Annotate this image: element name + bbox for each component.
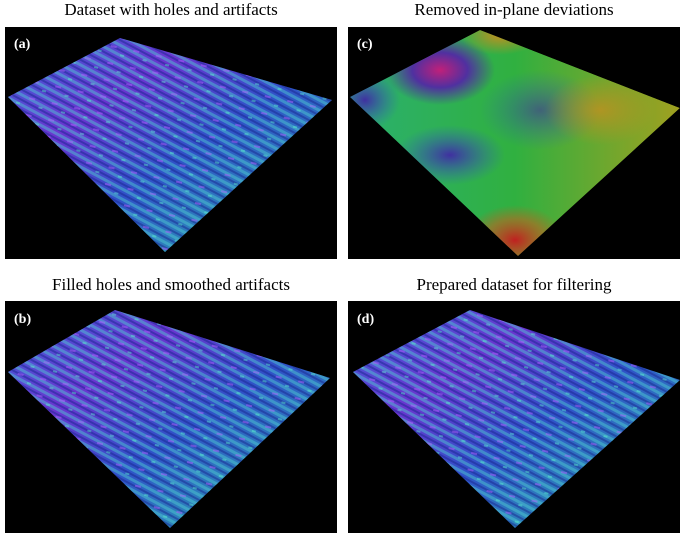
panel-label: (b) [14,312,31,327]
surface-texture [8,310,330,528]
panel-label: (a) [14,37,31,52]
panel-title: Prepared dataset for filtering [417,275,612,294]
panel-label: (c) [357,37,373,52]
panel-title: Filled holes and smoothed artifacts [52,275,290,294]
surface-texture [8,38,332,252]
panel-title: Dataset with holes and artifacts [64,0,277,19]
panel-title: Removed in-plane deviations [414,0,613,19]
surface-texture [353,310,680,528]
panel-label: (d) [357,312,374,327]
